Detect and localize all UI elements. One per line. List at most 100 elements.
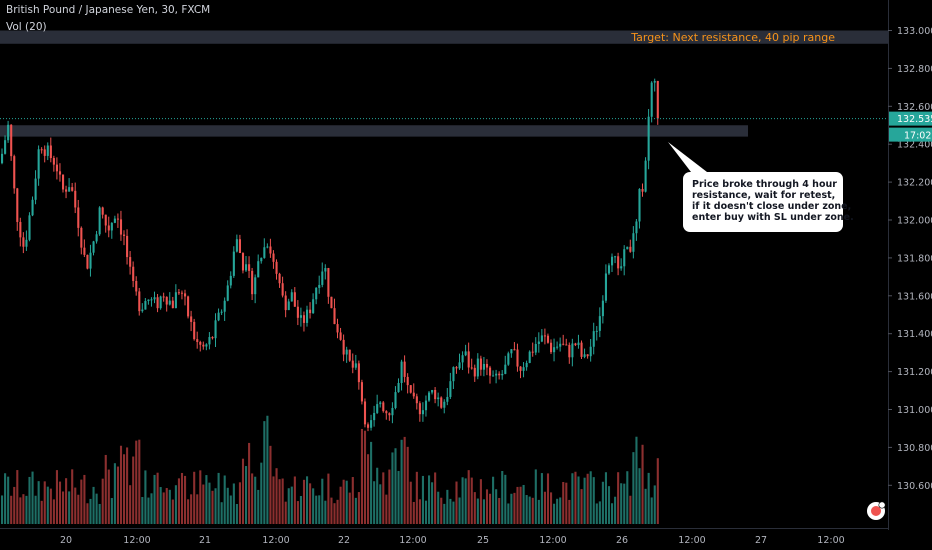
candle-body bbox=[479, 358, 482, 370]
volume-bar bbox=[525, 495, 528, 524]
candle-body bbox=[452, 367, 455, 382]
volume-bar bbox=[595, 503, 598, 524]
candle-body bbox=[321, 271, 324, 285]
volume-bar bbox=[52, 499, 55, 524]
volume-bar bbox=[650, 497, 653, 524]
candle-body bbox=[226, 285, 229, 301]
volume-bar bbox=[232, 483, 235, 524]
volume-bar bbox=[437, 491, 440, 524]
volume-bar bbox=[614, 496, 617, 524]
volume-bar bbox=[455, 481, 458, 524]
candle-body bbox=[373, 412, 376, 421]
time-tick-label: 12:00 bbox=[678, 535, 705, 546]
candle-body bbox=[501, 373, 504, 376]
candle-body bbox=[446, 396, 449, 402]
volume-bar bbox=[519, 486, 522, 524]
candle-body bbox=[461, 355, 464, 363]
candle-body bbox=[135, 280, 138, 292]
volume-bar bbox=[306, 476, 309, 524]
candle-body bbox=[595, 330, 598, 332]
volume-bar bbox=[656, 458, 659, 524]
volume-bar bbox=[461, 477, 464, 524]
volume-bar bbox=[611, 503, 614, 524]
volume-bar bbox=[641, 444, 644, 524]
candle-body bbox=[412, 392, 415, 397]
candle-body bbox=[58, 171, 62, 175]
candle-body bbox=[28, 215, 31, 240]
time-tick-label: 12:00 bbox=[539, 535, 566, 546]
candle-body bbox=[598, 316, 601, 331]
candle-body bbox=[632, 233, 635, 252]
volume-bar bbox=[354, 497, 357, 524]
volume-bar bbox=[315, 495, 318, 524]
volume-bar bbox=[159, 487, 162, 524]
countdown-badge bbox=[889, 127, 932, 142]
symbol-title[interactable]: British Pound / Japanese Yen, 30, FXCM bbox=[6, 4, 211, 16]
candle-body bbox=[614, 256, 617, 258]
volume-bar bbox=[550, 492, 553, 524]
volume-bar bbox=[415, 471, 418, 524]
volume-bar bbox=[406, 446, 409, 524]
candle-body bbox=[482, 363, 485, 370]
volume-bar bbox=[16, 470, 19, 524]
volume-bar bbox=[428, 475, 431, 524]
time-axis[interactable]: 20 12:00 21 12:00 22 12:00 25 12:00 26 12:00 27 12:… bbox=[60, 535, 845, 546]
volume-bar bbox=[245, 466, 248, 524]
volume-bar bbox=[510, 493, 513, 524]
volume-bar bbox=[168, 489, 171, 524]
logo-inner bbox=[871, 506, 881, 516]
candle-body bbox=[302, 315, 306, 323]
volume-bar bbox=[495, 489, 498, 524]
volume-bar bbox=[184, 475, 187, 524]
candle-body bbox=[586, 354, 589, 357]
volume-bar bbox=[171, 499, 174, 524]
volume-bar bbox=[235, 503, 238, 524]
price-axis[interactable]: 133.000 132.800 132.600 132.400 132.200 132.0… bbox=[888, 26, 932, 492]
candle-body bbox=[202, 344, 205, 347]
candle-body bbox=[550, 342, 553, 353]
volume-bar bbox=[284, 501, 287, 524]
volume-bar bbox=[580, 489, 583, 524]
candle-body bbox=[385, 411, 388, 414]
price-tick-label: 132.200 bbox=[897, 178, 932, 189]
volume-bar bbox=[589, 471, 592, 524]
candle-body bbox=[55, 164, 58, 172]
volume-bar bbox=[299, 495, 302, 524]
volume-bar bbox=[180, 472, 184, 524]
candle-body bbox=[510, 349, 513, 354]
volume-bar bbox=[272, 476, 275, 524]
candle-body bbox=[592, 331, 595, 347]
candle-body bbox=[34, 178, 37, 200]
volume-bar bbox=[403, 436, 406, 524]
candle-body bbox=[360, 382, 363, 402]
volume-bar bbox=[104, 454, 107, 524]
candle-body bbox=[449, 381, 452, 397]
volume-bar bbox=[424, 500, 428, 524]
target-annotation[interactable]: Target: Next resistance, 40 pip range bbox=[630, 31, 835, 44]
volume-bar bbox=[367, 454, 370, 524]
volume-bar bbox=[528, 496, 531, 524]
candle-body bbox=[254, 277, 257, 295]
candle-body bbox=[489, 367, 492, 376]
volume-bar bbox=[257, 489, 260, 524]
volume-bar bbox=[132, 456, 135, 524]
volume-bar bbox=[421, 475, 424, 524]
price-tick-label: 132.400 bbox=[897, 140, 932, 151]
volume-indicator-label[interactable]: Vol (20) bbox=[6, 21, 47, 33]
target-zone[interactable] bbox=[0, 30, 888, 44]
candle-body bbox=[379, 402, 382, 405]
tradingview-logo-icon[interactable] bbox=[867, 501, 886, 520]
candle-body bbox=[62, 174, 65, 190]
volume-bar bbox=[479, 479, 482, 524]
time-tick-label: 25 bbox=[477, 535, 489, 546]
candle-body bbox=[351, 360, 354, 368]
volume-bar bbox=[251, 473, 254, 524]
volume-bar bbox=[492, 476, 495, 524]
resistance-zone[interactable] bbox=[0, 125, 748, 137]
volume-bar bbox=[537, 499, 540, 524]
candle-body bbox=[440, 397, 443, 408]
candle-body bbox=[180, 292, 184, 294]
